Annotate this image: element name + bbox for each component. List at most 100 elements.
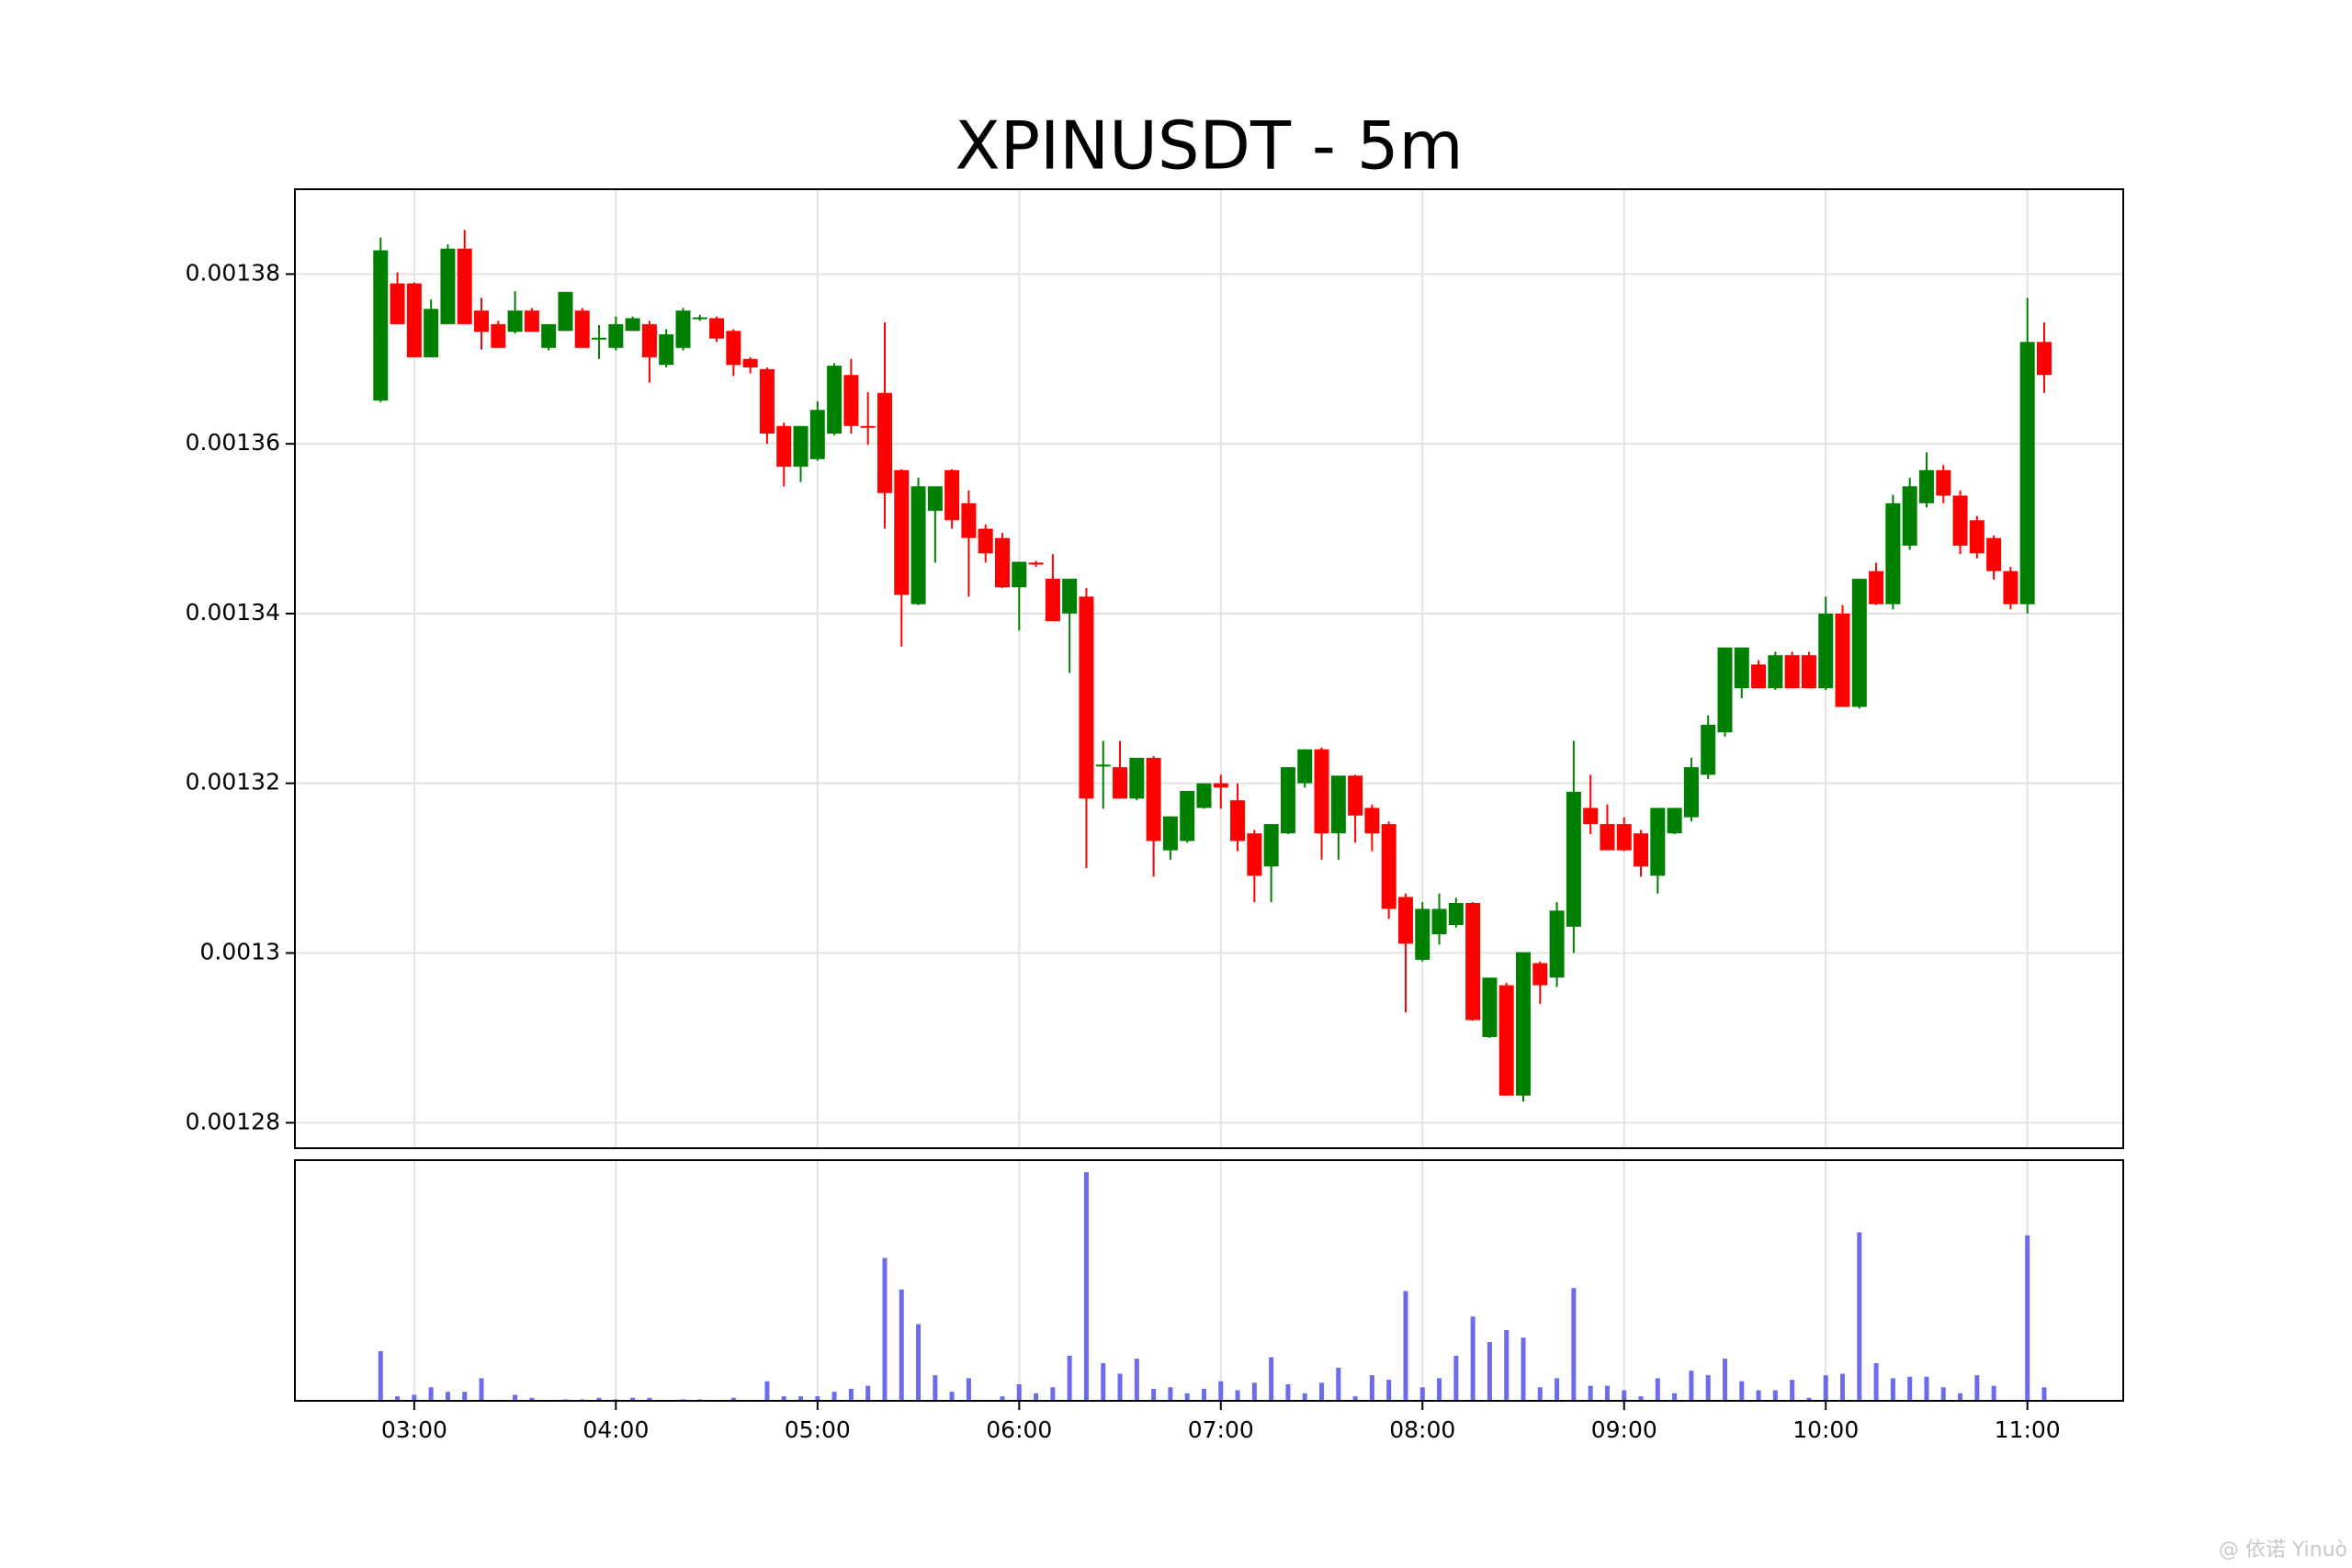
volume-bar xyxy=(1555,1378,1560,1401)
volume-bar xyxy=(933,1375,938,1401)
price-axes-frame xyxy=(294,188,2124,1149)
candle-body xyxy=(457,248,472,324)
y-tick-label: 0.0013 xyxy=(200,939,280,965)
volume-bar xyxy=(1251,1382,1257,1401)
candle-body xyxy=(1330,775,1346,834)
volume-bar xyxy=(1067,1355,1072,1401)
candle-body xyxy=(759,368,775,434)
volume-bar xyxy=(1352,1396,1358,1401)
candle-body xyxy=(1616,824,1632,851)
candle-body xyxy=(1431,908,1447,935)
marks xyxy=(373,230,2052,1401)
candle-body xyxy=(1634,833,1649,867)
candle-body xyxy=(1936,469,1951,496)
candle-body xyxy=(1969,520,1984,554)
candle-body xyxy=(1986,537,2002,571)
volume-bar xyxy=(1924,1376,1929,1401)
volume-bar xyxy=(1453,1355,1459,1401)
candle-body xyxy=(1734,647,1749,689)
x-tick-label: 08:00 xyxy=(1389,1416,1455,1443)
volume-bar xyxy=(1285,1383,1291,1401)
volume-bar xyxy=(428,1387,434,1401)
volume-bar xyxy=(1537,1387,1543,1401)
candle-body xyxy=(1701,724,1716,775)
candle-body xyxy=(1751,664,1767,689)
candle-body xyxy=(1381,824,1396,909)
volume-bar xyxy=(1151,1388,1157,1401)
volume-bar xyxy=(764,1381,770,1401)
volume-bar xyxy=(1235,1390,1240,1401)
volume-bar xyxy=(848,1388,854,1401)
candle-body xyxy=(1247,833,1262,876)
volume-bar xyxy=(1857,1232,1862,1401)
volume-bar xyxy=(1101,1363,1106,1401)
candle-body xyxy=(1263,824,1279,867)
candle-body xyxy=(1784,655,1800,689)
candle-body xyxy=(860,425,876,428)
candle-body xyxy=(776,425,792,468)
volume-bar xyxy=(1806,1397,1812,1401)
volume-bar xyxy=(1689,1371,1694,1401)
candle-body xyxy=(1280,767,1295,834)
volume-bar xyxy=(1050,1387,1056,1401)
candle-body xyxy=(1415,908,1430,960)
candle-body xyxy=(978,528,993,554)
candle-body xyxy=(793,425,808,468)
candle-body xyxy=(1768,655,1783,689)
candle-body xyxy=(1952,495,1968,547)
volume-bar xyxy=(1034,1393,1039,1401)
candle-body xyxy=(1515,952,1531,1096)
volume-bar xyxy=(1016,1383,1022,1401)
volume-bar xyxy=(1722,1359,1727,1401)
candle-body xyxy=(944,469,960,521)
volume-bar xyxy=(1588,1385,1593,1401)
candle-body xyxy=(1012,561,1027,588)
volume-bar xyxy=(831,1392,837,1401)
volume-bar xyxy=(1571,1288,1577,1401)
candle-body xyxy=(995,537,1011,588)
volume-axes-frame xyxy=(294,1159,2124,1402)
x-tick-label: 07:00 xyxy=(1188,1416,1254,1443)
volume-bar xyxy=(781,1396,786,1401)
candle-body xyxy=(1549,910,1565,978)
x-tick-label: 06:00 xyxy=(986,1416,1052,1443)
candle-body xyxy=(373,250,389,401)
volume-bar xyxy=(1369,1375,1374,1401)
volume-bar xyxy=(1907,1376,1913,1401)
volume-bar xyxy=(1958,1393,1963,1401)
candle-body xyxy=(1028,562,1044,565)
volume-bar xyxy=(1083,1172,1089,1401)
volume-bar xyxy=(1823,1375,1828,1401)
candle-body xyxy=(1162,816,1178,851)
volume-bar xyxy=(1419,1387,1425,1401)
volume-bar xyxy=(1521,1337,1526,1401)
chart-title: XPINUSDT - 5m xyxy=(955,107,1463,185)
candle-body xyxy=(1600,824,1615,851)
candle-body xyxy=(1667,807,1682,834)
volume-bar xyxy=(949,1392,955,1401)
volume-bar xyxy=(1117,1373,1123,1401)
candle-body xyxy=(692,317,707,320)
volume-bar xyxy=(1790,1380,1795,1401)
candle-body xyxy=(625,318,640,332)
candle-body xyxy=(1113,767,1128,799)
candle-body xyxy=(1885,502,1901,604)
volume-bar xyxy=(1504,1330,1510,1401)
volume-bar xyxy=(2025,1235,2030,1401)
candle-body xyxy=(1583,807,1599,825)
candle-body xyxy=(2036,342,2052,376)
candle-body xyxy=(1146,758,1161,841)
candle-body xyxy=(1348,775,1363,816)
volume-bar xyxy=(1487,1342,1492,1401)
candle-body xyxy=(641,323,657,357)
x-tick-label: 11:00 xyxy=(1995,1416,2061,1443)
x-tick-label: 09:00 xyxy=(1591,1416,1657,1443)
candle-body xyxy=(659,333,674,366)
volume-bar xyxy=(865,1385,871,1401)
volume-bar xyxy=(1672,1393,1678,1401)
candle-body xyxy=(608,323,624,348)
volume-bar xyxy=(1705,1375,1711,1401)
candle-body xyxy=(742,358,758,368)
volume-bar xyxy=(2041,1387,2047,1401)
